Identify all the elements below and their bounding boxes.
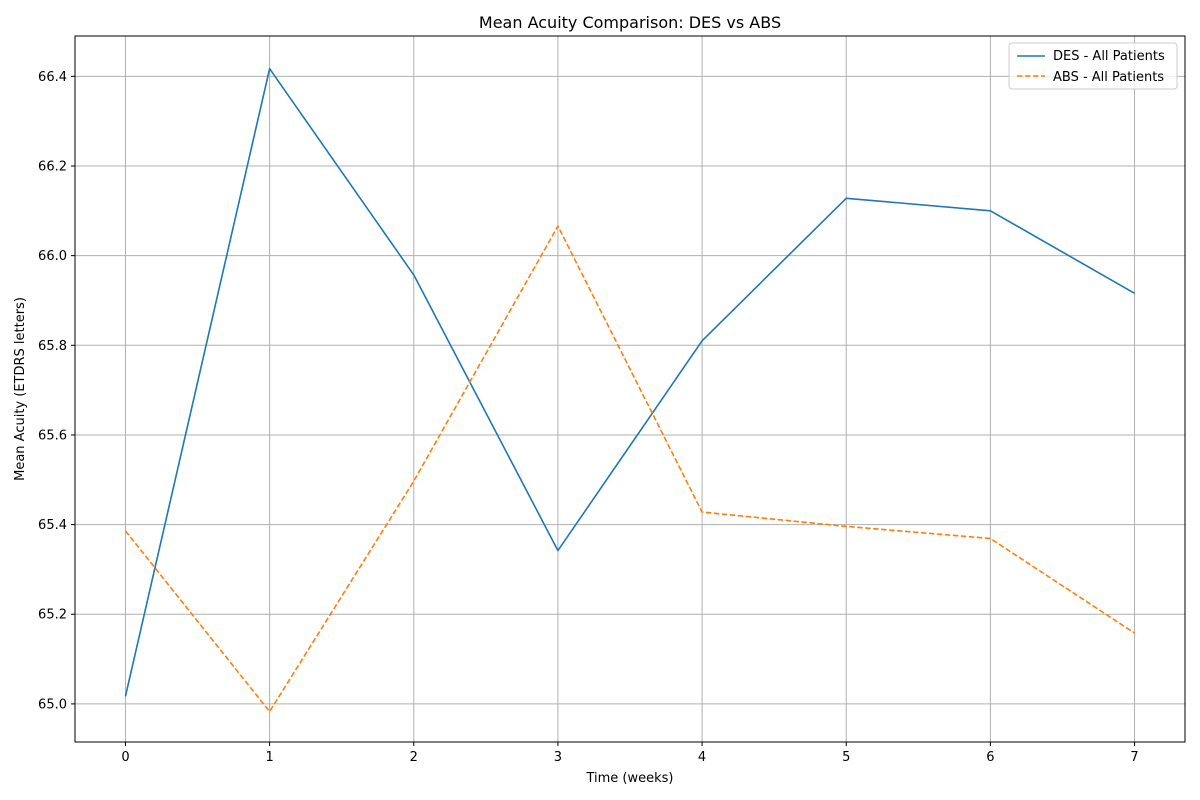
x-tick-label: 0 — [121, 750, 129, 765]
legend: DES - All Patients ABS - All Patients — [1008, 42, 1178, 90]
series-line-des — [124, 67, 1135, 697]
x-tick-label: 7 — [1130, 750, 1138, 765]
y-tick-label: 65.0 — [38, 697, 67, 712]
y-tick-label: 65.4 — [38, 518, 67, 533]
x-tick-label: 3 — [554, 750, 562, 765]
x-tick-label: 1 — [265, 750, 273, 765]
y-tick-label: 65.8 — [38, 339, 67, 354]
x-tick-label: 5 — [842, 750, 850, 765]
x-tick-label: 6 — [986, 750, 994, 765]
y-tick-label: 66.2 — [38, 159, 67, 174]
series-lines — [124, 67, 1135, 713]
legend-label-abs: ABS - All Patients — [1053, 70, 1164, 85]
y-axis-title: Mean Acuity (ETDRS letters) — [13, 297, 28, 481]
plot-area-frame — [74, 35, 1186, 743]
x-tick-label: 2 — [410, 750, 418, 765]
y-tick-label: 66.4 — [38, 70, 67, 85]
chart-title: Mean Acuity Comparison: DES vs ABS — [479, 13, 781, 32]
y-tick-label: 65.2 — [38, 608, 67, 623]
y-tick-label: 65.6 — [38, 428, 67, 443]
grid-lines — [75, 36, 1185, 742]
axis-ticks: 0 1 2 3 4 5 6 7 65.0 65.2 65.4 65.6 65.8 66.0 66.2 66.4 — [38, 70, 1139, 765]
legend-box — [1008, 42, 1178, 90]
y-tick-label: 66.0 — [38, 249, 67, 264]
series-line-abs — [124, 225, 1135, 713]
legend-label-des: DES - All Patients — [1053, 49, 1165, 64]
x-tick-label: 4 — [698, 750, 706, 765]
x-axis-title: Time (weeks) — [585, 771, 673, 786]
